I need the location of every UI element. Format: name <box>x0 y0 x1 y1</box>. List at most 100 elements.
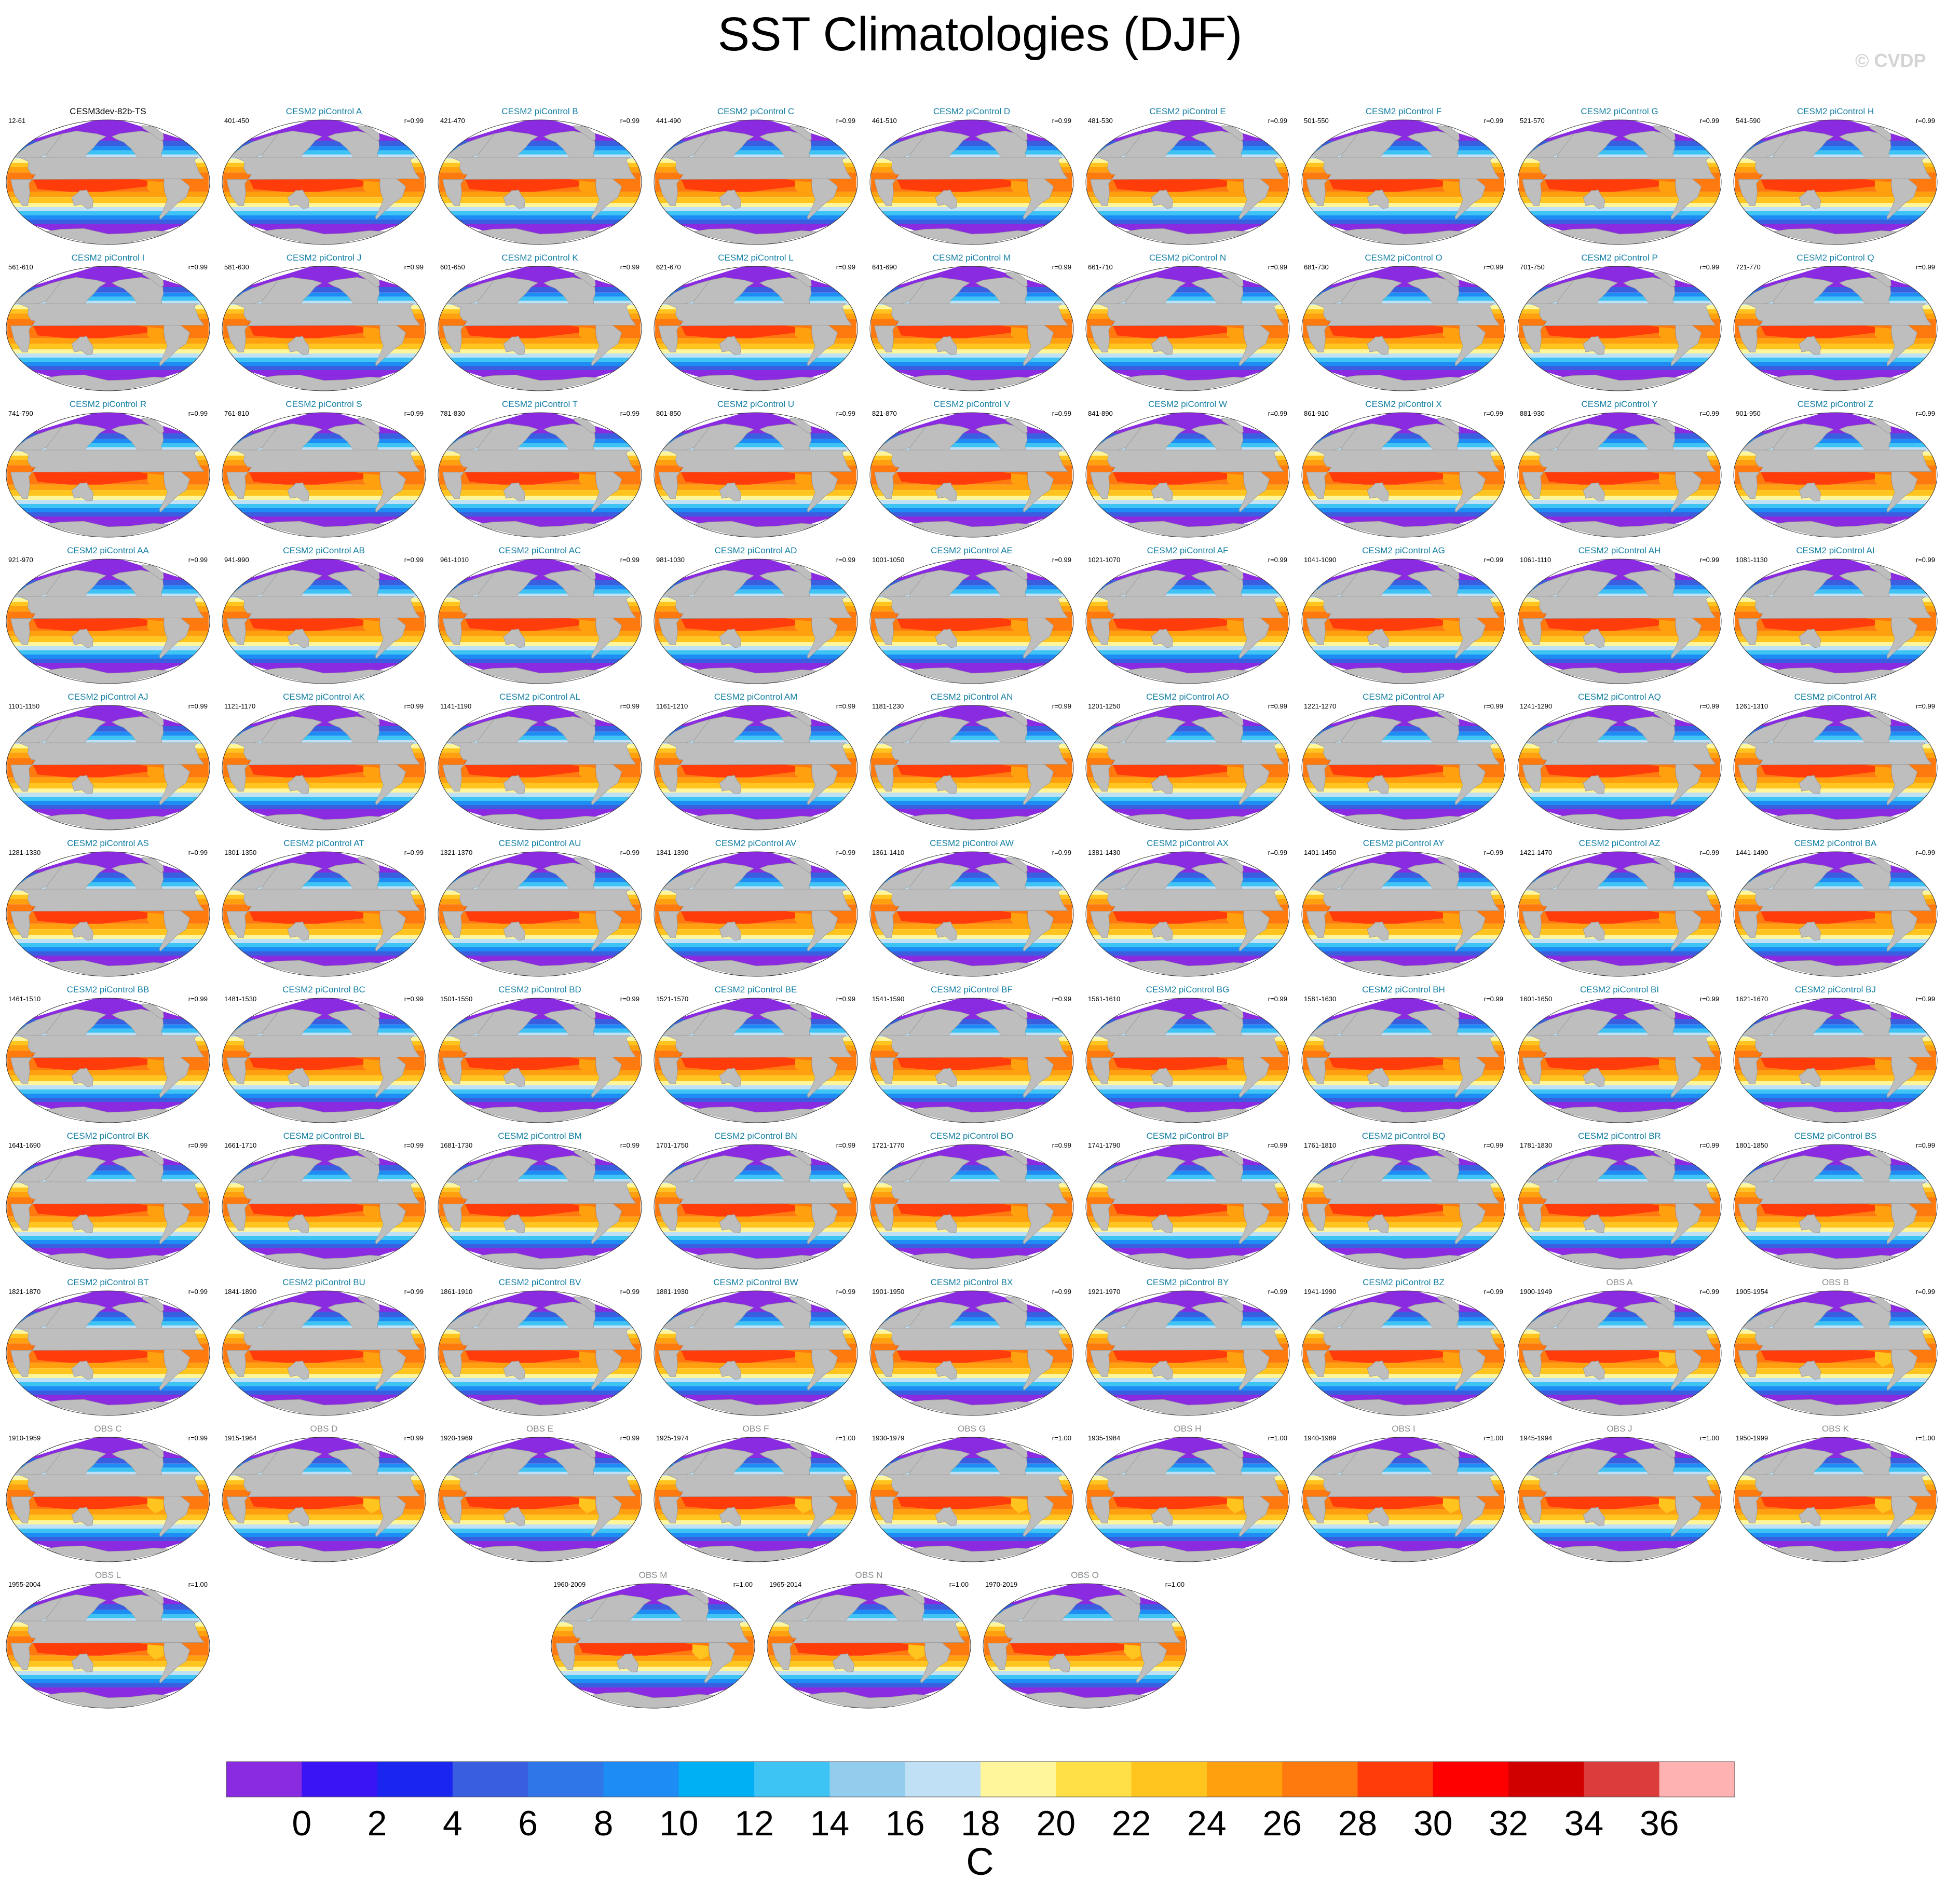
sst-band <box>227 496 421 500</box>
australia-land <box>287 775 310 795</box>
map-outline <box>654 1290 858 1416</box>
world-map-robinson-icon <box>438 412 642 538</box>
antarctica-land <box>257 813 390 830</box>
sst-band <box>448 1236 632 1240</box>
australia-land <box>503 775 526 795</box>
sst-band <box>1736 490 1935 496</box>
panel-title: CESM2 piControl AK <box>283 692 365 702</box>
sst-band <box>659 642 853 646</box>
sst-band <box>1528 943 1711 947</box>
sst-band <box>1304 636 1503 642</box>
greenland-land <box>790 1003 812 1019</box>
sst-band <box>225 636 423 642</box>
cold-tongue-region <box>795 1205 812 1221</box>
australia-land <box>71 775 94 795</box>
sst-band <box>227 788 421 793</box>
greenland-land <box>142 564 164 580</box>
sst-band <box>1088 783 1287 788</box>
map-outline <box>869 1437 1074 1562</box>
panel-title: CESM2 piControl BA <box>1794 838 1877 848</box>
world-map-robinson-icon <box>1085 266 1290 391</box>
sst-band <box>13 1524 202 1529</box>
greenland-land <box>903 1589 925 1605</box>
map-outline <box>1517 119 1722 245</box>
greenland-land <box>1437 1003 1460 1019</box>
panel-title: CESM2 piControl U <box>717 399 795 409</box>
panel-title: CESM2 piControl G <box>1581 106 1658 116</box>
sst-band <box>1522 1228 1717 1232</box>
greenland-land <box>142 1003 164 1019</box>
panel-correlation: r=1.00 <box>1699 1434 1719 1442</box>
sst-band <box>668 947 844 951</box>
sst-band <box>13 1671 202 1675</box>
sst-band <box>877 1524 1066 1529</box>
greenland-land <box>1437 1150 1460 1166</box>
sst-band <box>664 797 848 801</box>
panel-title: CESM2 piControl AU <box>498 838 581 848</box>
greenland-land <box>574 418 596 434</box>
panel-years: 801-850 <box>656 410 681 417</box>
sst-band <box>1104 805 1272 809</box>
africa-land <box>442 157 636 206</box>
australia-land <box>287 1068 310 1087</box>
sst-band <box>1093 1378 1282 1382</box>
sst-band <box>11 349 205 353</box>
sst-band <box>1520 1515 1719 1520</box>
greenland-land <box>1653 711 1676 727</box>
panel-title: OBS M <box>638 1570 668 1580</box>
panel-years: 1541-1590 <box>872 995 905 1003</box>
sst-band <box>664 1529 848 1533</box>
cold-tongue-region <box>1442 620 1460 635</box>
panel-correlation: r=0.99 <box>1699 117 1719 125</box>
world-map-robinson-icon <box>6 119 210 245</box>
sst-band <box>225 783 423 788</box>
sst-band <box>1747 362 1924 366</box>
sst-band <box>11 935 205 939</box>
panel-title: CESM2 piControl K <box>501 253 578 263</box>
sst-band <box>661 793 850 797</box>
world-map-robinson-icon <box>1733 119 1938 245</box>
colorbar-swatch <box>1433 1762 1509 1797</box>
panel-correlation: r=0.99 <box>620 702 639 710</box>
panel-years: 981-1030 <box>656 556 685 564</box>
australia-land <box>503 482 526 502</box>
sst-band <box>668 1386 844 1391</box>
antarctica-land <box>905 1106 1038 1123</box>
map-outline <box>1301 119 1506 245</box>
panel-correlation: r=0.99 <box>188 556 208 564</box>
panel-correlation: r=0.99 <box>1915 1141 1935 1149</box>
sst-band <box>1535 951 1704 956</box>
panel-correlation: r=0.99 <box>404 1434 424 1442</box>
map-outline <box>6 1144 210 1270</box>
map-outline <box>1733 1290 1938 1416</box>
map-outline <box>869 705 1074 830</box>
cold-tongue-region <box>579 1498 596 1514</box>
sst-band <box>1091 1520 1285 1524</box>
greenland-land <box>358 1150 380 1166</box>
map-outline <box>1085 1290 1290 1416</box>
colorbar-tick-label: 10 <box>659 1804 699 1843</box>
map-outline <box>869 558 1074 684</box>
sst-band <box>1525 939 1714 943</box>
greenland-land <box>1005 1003 1028 1019</box>
australia-land <box>1799 1360 1821 1380</box>
sst-band <box>9 344 207 349</box>
panel-years: 661-710 <box>1088 263 1113 271</box>
panel-correlation: r=1.00 <box>733 1580 753 1588</box>
panel-correlation: r=0.99 <box>1268 1141 1287 1149</box>
sst-band <box>232 1529 416 1533</box>
panel-years: 1441-1490 <box>1736 849 1768 856</box>
colorbar-tick-label: 2 <box>367 1804 387 1843</box>
map-outline <box>1733 851 1938 977</box>
colorbar-tick-label: 6 <box>518 1804 538 1843</box>
sst-band <box>1525 353 1714 358</box>
panel-years: 1900-1949 <box>1520 1288 1553 1296</box>
map-outline <box>1301 412 1506 538</box>
map-outline <box>1733 558 1938 684</box>
map-panel: CESM2 piControl AQ 1241-1290 r=0.99 <box>1512 692 1727 838</box>
greenland-land <box>1653 857 1676 873</box>
panel-years: 1341-1390 <box>656 849 689 856</box>
panel-title: CESM2 piControl J <box>286 253 362 263</box>
map-panel: OBS O 1970-2019 r=1.00 <box>977 1570 1193 1716</box>
panel-years: 501-550 <box>1304 117 1329 125</box>
